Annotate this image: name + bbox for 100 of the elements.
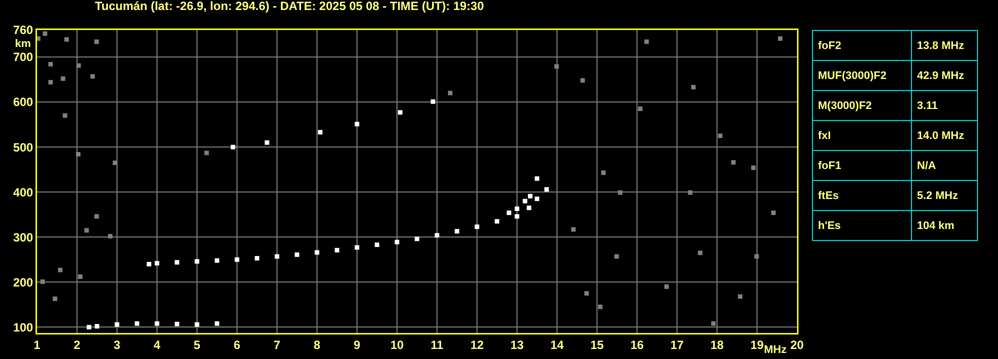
point xyxy=(60,76,66,81)
point xyxy=(58,268,62,272)
point xyxy=(214,321,220,326)
point xyxy=(274,254,280,259)
text: 3.11 xyxy=(917,100,938,112)
point xyxy=(76,63,81,68)
point xyxy=(37,36,40,41)
point xyxy=(62,113,68,118)
text: 14.0 MHz xyxy=(917,130,964,142)
point xyxy=(64,37,69,42)
y-tick-label: 760 xyxy=(13,23,34,38)
x-tick-label: 14 xyxy=(550,338,564,352)
point xyxy=(394,240,400,244)
point xyxy=(494,219,500,224)
point xyxy=(514,206,520,211)
category-label: M(3000)F2 xyxy=(812,90,912,120)
point xyxy=(354,122,360,126)
point xyxy=(40,279,45,284)
category-label: h'Es xyxy=(812,210,912,240)
x-tick-label: 16 xyxy=(630,338,644,352)
x-tick-label: 19 xyxy=(750,338,764,352)
text: 104 km xyxy=(917,220,954,232)
point xyxy=(174,322,180,326)
text: 13.8 MHz xyxy=(917,40,964,52)
x-tick-label: 7 xyxy=(274,338,281,352)
point xyxy=(514,214,520,219)
point xyxy=(254,256,260,261)
point xyxy=(754,254,759,259)
point xyxy=(544,187,549,192)
y-tick-label: 500 xyxy=(13,140,34,154)
y-axis-title: km xyxy=(15,38,32,50)
point xyxy=(318,130,322,134)
x-tick-label: 15 xyxy=(590,338,604,352)
category-label: MUF(3000)F2 xyxy=(812,60,912,90)
category-label: fxI xyxy=(812,120,912,150)
chart-title: Tucumán (lat: -26.9, lon: 294.6) - DATE: 2025 05 08 - TIME (UT): 19:30 xyxy=(94,0,484,14)
point xyxy=(48,80,53,84)
point xyxy=(48,62,53,66)
point xyxy=(204,150,209,156)
point xyxy=(534,196,540,202)
point xyxy=(264,140,270,145)
point xyxy=(230,144,236,150)
point xyxy=(314,250,320,255)
point xyxy=(554,64,559,69)
x-tick-label: 3 xyxy=(114,338,121,352)
point xyxy=(234,257,240,262)
point xyxy=(114,322,120,327)
point xyxy=(174,260,180,265)
point xyxy=(522,198,528,204)
point xyxy=(108,234,112,238)
point xyxy=(688,190,692,195)
point xyxy=(398,110,402,115)
point xyxy=(42,31,48,36)
point xyxy=(454,229,460,234)
point xyxy=(771,210,776,216)
point xyxy=(698,250,702,256)
text: N/A xyxy=(917,160,936,172)
point xyxy=(414,236,420,242)
point xyxy=(580,78,585,83)
point xyxy=(644,39,649,44)
point xyxy=(294,252,300,257)
point xyxy=(448,90,452,96)
point xyxy=(598,304,602,310)
point xyxy=(78,274,82,279)
point xyxy=(430,99,436,104)
point xyxy=(718,134,722,138)
x-tick-label: 8 xyxy=(314,338,321,352)
point xyxy=(354,245,360,250)
x-tick-label: 2 xyxy=(74,338,81,352)
point xyxy=(214,258,220,263)
y-tick-label: 600 xyxy=(13,95,34,110)
point xyxy=(711,321,716,326)
category-label: ftEs xyxy=(812,180,912,210)
point xyxy=(434,233,440,238)
x-tick-label: 12 xyxy=(470,338,484,352)
point xyxy=(614,254,619,259)
point xyxy=(731,160,736,165)
y-tick-label: 700 xyxy=(13,50,34,64)
x-tick-label: 1 xyxy=(34,338,41,352)
point xyxy=(691,84,696,90)
y-tick-label: 400 xyxy=(13,185,34,200)
y-tick-label: 300 xyxy=(13,230,34,244)
category-label: foF1 xyxy=(812,150,912,180)
point xyxy=(94,324,100,328)
point xyxy=(601,170,606,175)
point xyxy=(94,39,99,44)
point xyxy=(154,260,160,266)
point xyxy=(618,190,622,195)
point xyxy=(194,259,200,264)
point xyxy=(528,194,532,198)
x-axis-title: MHz xyxy=(764,344,788,356)
y-tick-label: 200 xyxy=(13,275,34,290)
point xyxy=(571,227,576,232)
point xyxy=(738,294,742,299)
point xyxy=(334,248,340,252)
point xyxy=(374,242,380,248)
point xyxy=(76,152,80,157)
text: 5.2 MHz xyxy=(917,190,958,202)
point xyxy=(751,166,756,170)
x-tick-label: 17 xyxy=(670,338,684,352)
